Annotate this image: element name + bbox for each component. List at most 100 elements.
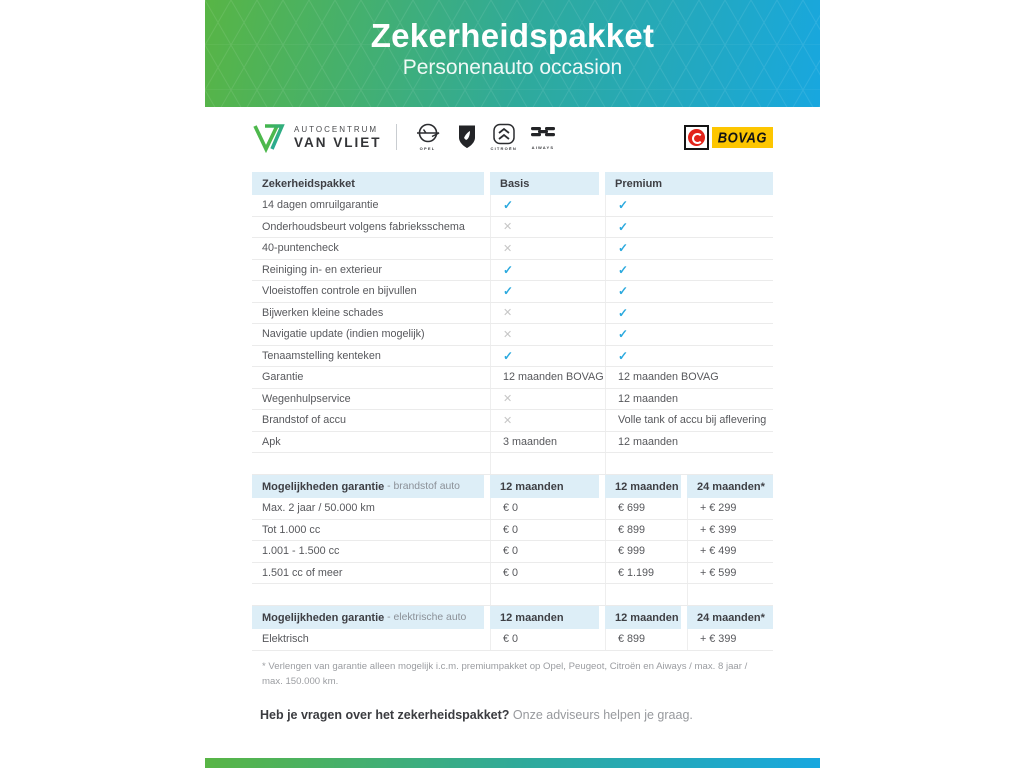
table-row: Onderhoudsbeurt volgens fabrieksschema ✕ ✓: [252, 216, 773, 238]
table-row: Wegenhulpservice ✕ 12 maanden: [252, 388, 773, 410]
check-icon: ✓: [618, 241, 629, 256]
package-table: Zekerheidspakket Basis Premium 14 dagen …: [252, 172, 773, 453]
header-cell: 24 maanden*: [687, 475, 773, 498]
row-label: 40-puntencheck: [262, 242, 339, 255]
citroen-label: CITROËN: [490, 146, 517, 151]
row-label: 14 dagen omruilgarantie: [262, 199, 379, 212]
page-title: Zekerheidspakket: [370, 17, 655, 54]
table-row: Brandstof of accu ✕ Volle tank of accu bij…: [252, 410, 773, 432]
row-value: € 0: [490, 498, 605, 519]
check-icon: ✓: [503, 284, 514, 299]
row-value: € 699: [605, 498, 687, 519]
package-table-header: Zekerheidspakket Basis Premium: [252, 172, 773, 195]
check-icon: ✓: [618, 198, 629, 213]
row-value: ✓: [490, 281, 605, 302]
row-label: Tot 1.000 cc: [262, 523, 321, 536]
triangle-pattern: [205, 0, 820, 107]
row-value: 12 maanden: [605, 431, 773, 452]
table-row: 40-puntencheck ✕ ✓: [252, 238, 773, 260]
row-value: ✓: [605, 324, 773, 345]
row-value: € 899: [605, 629, 687, 650]
table-row: Garantie 12 maanden BOVAG 12 maanden BOVAG: [252, 367, 773, 389]
header-cell: 12 maanden: [605, 606, 681, 629]
row-label: Onderhoudsbeurt volgens fabrieksschema: [262, 220, 465, 233]
aiways-icon: [530, 127, 555, 137]
row-label: Max. 2 jaar / 50.000 km: [262, 502, 375, 515]
row-value: ✕: [490, 238, 605, 259]
table-row: Apk 3 maanden 12 maanden: [252, 431, 773, 453]
row-value: ✓: [605, 238, 773, 259]
row-label: 1.501 cc of meer: [262, 566, 343, 579]
opel-logo: OPEL: [413, 123, 443, 151]
row-value: ✕: [490, 410, 605, 431]
dealer-logo: AUTOCENTRUM VAN VLIET: [252, 122, 382, 153]
check-icon: ✓: [503, 348, 514, 363]
header-cell: Mogelijkheden garantie - brandstof auto: [252, 475, 484, 498]
closing-question-normal: Onze adviseurs helpen je graag.: [509, 708, 693, 722]
header-cell: Premium: [605, 172, 773, 195]
header-cell: Zekerheidspakket: [252, 172, 484, 195]
row-label: 1.001 - 1.500 cc: [262, 545, 340, 558]
table-row: Tenaamstelling kenteken ✓ ✓: [252, 345, 773, 367]
row-label: Brandstof of accu: [262, 414, 347, 427]
closing-question-bold: Heb je vragen over het zekerheidspakket?: [260, 708, 510, 722]
header-cell: 12 maanden: [490, 606, 599, 629]
row-value: ✕: [490, 324, 605, 345]
row-label: Garantie: [262, 371, 304, 384]
citroen-logo: CITROËN: [491, 123, 517, 151]
row-value: € 0: [490, 562, 605, 583]
row-value: ✕: [490, 302, 605, 323]
row-value: ✓: [605, 216, 773, 237]
check-icon: ✓: [618, 327, 629, 342]
cross-icon: ✕: [503, 221, 513, 234]
bovag-wheel-icon: [683, 124, 709, 150]
row-value: ✓: [605, 259, 773, 280]
check-icon: ✓: [503, 198, 514, 213]
peugeot-logo: [456, 124, 478, 151]
fuel-table-header: Mogelijkheden garantie - brandstof auto …: [252, 475, 773, 498]
table-spacer: [252, 584, 773, 606]
logo-divider: [395, 124, 397, 150]
row-label: Vloeistoffen controle en bijvullen: [262, 285, 417, 298]
row-label: Navigatie update (indien mogelijk): [262, 328, 425, 341]
table-row: Bijwerken kleine schades ✕ ✓: [252, 302, 773, 324]
header-cell: Mogelijkheden garantie - elektrische aut…: [252, 606, 484, 629]
row-value: 12 maanden BOVAG: [605, 367, 773, 388]
electric-table-header: Mogelijkheden garantie - elektrische aut…: [252, 606, 773, 629]
dealer-name: AUTOCENTRUM VAN VLIET: [294, 125, 382, 150]
row-value: € 0: [490, 541, 605, 562]
row-label: Bijwerken kleine schades: [262, 306, 384, 319]
check-icon: ✓: [618, 305, 629, 320]
check-icon: ✓: [618, 348, 629, 363]
citroen-icon: [492, 123, 515, 145]
row-value: Volle tank of accu bij aflevering: [605, 410, 773, 431]
table-row: 1.001 - 1.500 cc € 0 € 999 + € 499: [252, 541, 773, 563]
row-value: ✕: [490, 388, 605, 409]
row-value: + € 399: [687, 629, 773, 650]
row-value: + € 299: [687, 498, 773, 519]
row-value: € 899: [605, 519, 687, 540]
table-row: Max. 2 jaar / 50.000 km € 0 € 699 + € 299: [252, 498, 773, 520]
row-value: + € 599: [687, 562, 773, 583]
table-row: 1.501 cc of meer € 0 € 1.199 + € 599: [252, 562, 773, 584]
tables-area: Zekerheidspakket Basis Premium 14 dagen …: [252, 172, 773, 651]
table-row: Tot 1.000 cc € 0 € 899 + € 399: [252, 519, 773, 541]
cross-icon: ✕: [503, 414, 513, 427]
cross-icon: ✕: [503, 328, 513, 341]
check-icon: ✓: [618, 262, 629, 277]
table-row: Reiniging in- en exterieur ✓ ✓: [252, 259, 773, 281]
check-icon: ✓: [618, 284, 629, 299]
opel-icon: [416, 123, 439, 143]
page-subtitle: Personenauto occasion: [402, 56, 623, 79]
dealer-name-top: AUTOCENTRUM: [294, 124, 379, 134]
aiways-logo: AIWAYS: [530, 124, 556, 150]
dealer-name-bottom: VAN VLIET: [294, 134, 382, 150]
cross-icon: ✕: [503, 307, 513, 320]
row-value: ✕: [490, 216, 605, 237]
row-label: Reiniging in- en exterieur: [262, 263, 383, 276]
bottom-gradient-bar: [205, 758, 820, 768]
row-value: € 0: [490, 519, 605, 540]
row-label: Elektrisch: [262, 633, 309, 646]
opel-label: OPEL: [419, 146, 436, 151]
bovag-label: BOVAG: [711, 126, 773, 148]
